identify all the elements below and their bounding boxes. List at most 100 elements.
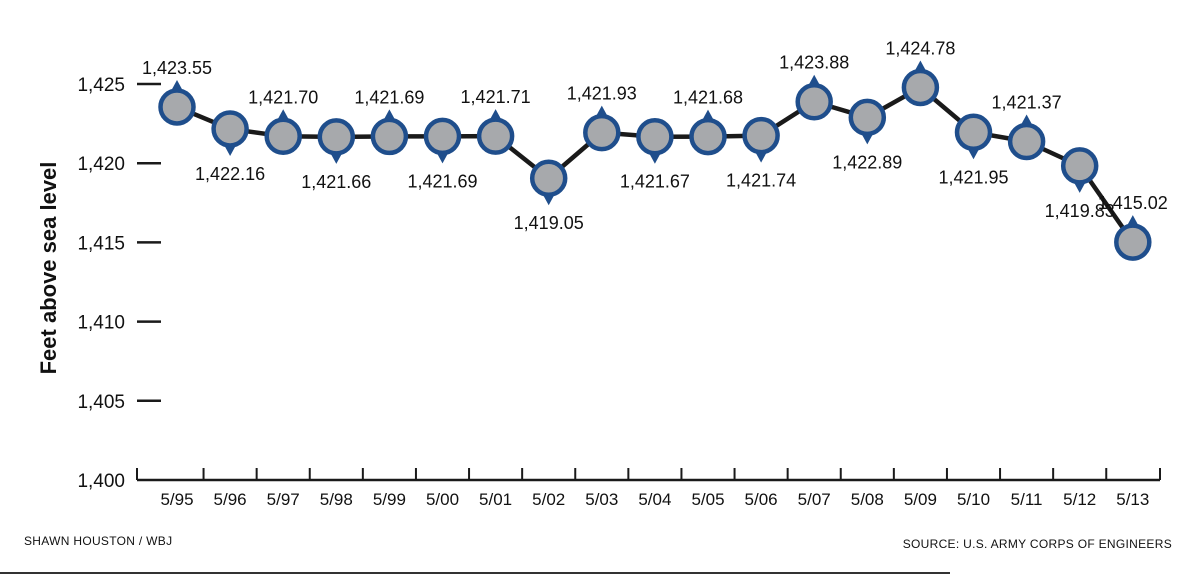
source-note: SOURCE: U.S. ARMY CORPS OF ENGINEERS <box>902 537 1172 551</box>
marker-pointer <box>171 79 183 91</box>
marker-circle <box>476 117 515 155</box>
marker-circle <box>954 113 993 152</box>
x-tick-label-5-06: 5/06 <box>745 490 778 509</box>
data-point-5-96 <box>211 110 249 156</box>
x-tick-label-5-05: 5/05 <box>691 490 724 509</box>
marker-pointer <box>861 133 874 145</box>
x-tick-label-5-12: 5/12 <box>1063 490 1096 509</box>
x-tick-label-5-02: 5/02 <box>532 490 565 509</box>
marker-pointer <box>383 109 396 121</box>
marker-circle <box>264 117 302 156</box>
marker-pointer <box>330 152 343 164</box>
x-tick-label-5-98: 5/98 <box>320 490 353 509</box>
data-point-5-05 <box>689 109 727 156</box>
marker-pointer <box>542 194 555 206</box>
data-label-5-01: 1,421.71 <box>461 87 531 107</box>
data-point-5-08 <box>848 98 887 145</box>
data-point-5-11 <box>1007 114 1046 161</box>
y-tick-label-1415: 1,415 <box>77 233 125 254</box>
data-label-5-12: 1,419.83 <box>1045 201 1115 221</box>
x-tick-label-5-04: 5/04 <box>638 490 671 509</box>
data-label-5-11: 1,421.37 <box>992 92 1062 112</box>
data-label-5-04: 1,421.67 <box>620 172 690 192</box>
photo-credit: SHAWN HOUSTON / WBJ <box>24 534 173 548</box>
y-tick-label-1425: 1,425 <box>77 75 125 96</box>
x-tick-label-5-96: 5/96 <box>214 490 247 509</box>
data-point-5-01 <box>476 109 515 155</box>
marker-pointer <box>808 74 821 86</box>
marker-pointer <box>914 60 927 72</box>
y-axis-label: Feet above sea level <box>36 162 61 375</box>
y-axis: 1,400 1,405 1,410 1,415 1,420 1,425 <box>77 75 161 492</box>
marker-pointer <box>702 109 714 121</box>
x-tick-label-5-08: 5/08 <box>851 490 884 509</box>
data-point-5-04 <box>636 117 674 164</box>
data-point-5-07 <box>795 74 833 121</box>
data-point-5-95 <box>158 79 196 126</box>
data-label-5-99: 1,421.69 <box>354 87 424 107</box>
marker-circle <box>423 117 462 156</box>
y-tick-label-1400: 1,400 <box>77 471 125 492</box>
x-tick-label-5-09: 5/09 <box>904 490 937 509</box>
marker-circle <box>583 113 621 152</box>
data-label-5-08: 1,422.89 <box>832 152 902 172</box>
marker-pointer <box>489 109 502 121</box>
data-point-5-09 <box>901 60 940 107</box>
marker-pointer <box>755 151 768 163</box>
x-tick-label-5-99: 5/99 <box>373 490 406 509</box>
x-tick-label-5-97: 5/97 <box>267 490 300 509</box>
data-label-5-03: 1,421.93 <box>567 84 637 104</box>
series-lake-level <box>176 85 1135 244</box>
marker-pointer <box>1020 114 1033 126</box>
data-label-5-95: 1,423.55 <box>142 58 212 78</box>
y-tick-label-1410: 1,410 <box>77 313 125 334</box>
series-line <box>176 85 1135 244</box>
marker-pointer <box>967 148 980 160</box>
x-tick-label-5-10: 5/10 <box>957 490 990 509</box>
data-point-5-12 <box>1060 147 1099 193</box>
marker-pointer <box>648 152 661 164</box>
data-label-5-00: 1,421.69 <box>407 171 477 191</box>
data-labels: 1,423.55 1,422.16 1,421.70 1,421.66 1,421.69… <box>142 38 1168 233</box>
marker-circle <box>795 82 833 121</box>
data-point-5-10 <box>954 113 993 160</box>
data-label-5-98: 1,421.66 <box>301 172 371 192</box>
data-point-5-03 <box>583 105 621 152</box>
data-point-5-98 <box>317 118 356 164</box>
data-point-5-00 <box>423 117 462 164</box>
marker-circle <box>742 116 780 155</box>
marker-circle <box>211 110 249 148</box>
marker-pointer <box>1126 215 1139 227</box>
marker-pointer <box>277 109 290 121</box>
x-tick-label-5-95: 5/95 <box>160 490 193 509</box>
marker-circle <box>689 117 727 156</box>
marker-circle <box>1060 147 1099 185</box>
x-tick-label-5-13: 5/13 <box>1116 490 1149 509</box>
data-label-5-10: 1,421.95 <box>938 167 1008 187</box>
x-tick-label-5-00: 5/00 <box>426 490 459 509</box>
marker-circle <box>1114 223 1152 261</box>
data-label-5-09: 1,424.78 <box>885 38 955 58</box>
data-label-5-02: 1,419.05 <box>514 213 584 233</box>
data-point-5-06 <box>742 116 780 163</box>
marker-circle <box>158 88 196 126</box>
bottom-rule <box>0 572 950 574</box>
data-label-5-13: 1,415.02 <box>1098 193 1168 213</box>
x-tick-label-5-03: 5/03 <box>585 490 618 509</box>
data-label-5-97: 1,421.70 <box>248 87 318 107</box>
data-point-5-99 <box>370 109 409 156</box>
data-point-5-02 <box>529 159 568 206</box>
x-tick-label-5-07: 5/07 <box>798 490 831 509</box>
y-tick-label-1420: 1,420 <box>77 154 125 175</box>
marker-pointer <box>595 105 608 117</box>
data-point-5-97 <box>264 109 302 156</box>
marker-circle <box>370 117 409 156</box>
marker-circle <box>1007 122 1046 161</box>
marker-pointer <box>224 144 237 156</box>
data-label-5-07: 1,423.88 <box>779 53 849 73</box>
x-axis: 5/95 5/96 5/97 5/98 5/99 5/00 5/01 5/02 5/03 5/04… <box>136 468 1161 509</box>
data-label-5-06: 1,421.74 <box>726 171 796 191</box>
data-label-5-96: 1,422.16 <box>195 164 265 184</box>
marker-circle <box>901 68 940 107</box>
